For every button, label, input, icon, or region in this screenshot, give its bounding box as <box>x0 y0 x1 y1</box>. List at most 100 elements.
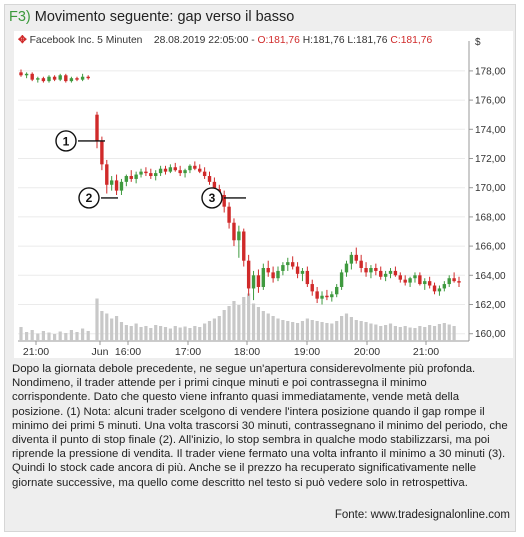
volume-bar <box>320 322 324 341</box>
volume-bar <box>251 303 256 341</box>
candle-body <box>320 295 324 299</box>
candle-body <box>154 173 158 177</box>
candle-body <box>129 176 133 179</box>
volume-bar <box>344 313 349 341</box>
candle-body <box>383 273 388 277</box>
volume-bar <box>168 328 172 341</box>
volume-bar <box>163 327 168 341</box>
source-credit: Fonte: www.tradesignalonline.com <box>334 509 510 521</box>
candle-body <box>359 260 363 268</box>
candle-body <box>408 278 412 283</box>
x-tick-label: 20:00 <box>354 346 380 358</box>
volume-bar <box>75 332 79 341</box>
crosshair-icon: ✥ <box>18 35 27 46</box>
candle-body <box>286 262 290 266</box>
candle-body <box>344 263 349 273</box>
candle-body <box>339 272 344 287</box>
volume-bar <box>364 322 368 341</box>
volume-bar <box>266 313 270 341</box>
volume-bar <box>227 306 231 341</box>
volume-bar <box>437 324 442 341</box>
candle-body <box>330 294 334 298</box>
y-tick-label: 178,00 <box>475 66 506 77</box>
volume-bar <box>447 324 451 341</box>
y-tick-label: 168,00 <box>475 212 506 223</box>
candle-body <box>335 286 339 295</box>
volume-bar <box>247 293 251 341</box>
low-value: L:181,76 <box>347 35 388 46</box>
candle-body <box>139 171 143 175</box>
candle-body <box>290 262 295 267</box>
volume-bar <box>349 317 353 341</box>
figure-title-text: Movimento seguente: gap verso il basso <box>34 9 295 25</box>
marker-circle <box>78 187 100 209</box>
candle-body <box>95 114 99 141</box>
candle-body <box>47 76 51 82</box>
volume-bar <box>114 316 119 341</box>
x-tick-label: 21:00 <box>23 346 49 358</box>
candle-body <box>325 295 329 298</box>
volume-bar <box>158 326 163 341</box>
candle-body <box>64 75 68 82</box>
volume-bar <box>271 316 275 341</box>
volume-bar <box>339 316 344 341</box>
volume-bar <box>398 327 402 341</box>
candle-body <box>242 231 246 261</box>
candle-body <box>188 165 192 171</box>
candle-body <box>457 281 461 283</box>
volume-bar <box>36 333 40 341</box>
candle-body <box>69 78 74 82</box>
candle-body <box>256 275 261 287</box>
candle-body <box>41 78 46 82</box>
candle-body <box>163 168 168 172</box>
volume-bar <box>19 327 23 341</box>
candle-body <box>418 275 422 285</box>
volume-bar <box>276 318 280 341</box>
candle-body <box>24 73 29 76</box>
candlestick-chart: $178,00 176,00 174,00 172,00 170,00 168,00 166… <box>18 37 506 358</box>
currency-label: $ <box>475 37 481 48</box>
candle-body <box>168 167 173 172</box>
candle-body <box>227 206 231 223</box>
candle-body <box>271 272 275 279</box>
candle-body <box>222 195 226 207</box>
figure-number: F3) <box>9 9 31 25</box>
y-tick-label: 166,00 <box>475 242 506 253</box>
candle-body <box>173 167 177 171</box>
volume-bar <box>369 323 373 341</box>
candle-body <box>349 254 354 264</box>
volume-bar <box>315 321 319 341</box>
volume-bar <box>110 318 114 341</box>
volume-bar <box>300 321 305 341</box>
volume-bar <box>423 327 427 341</box>
candle-body <box>266 268 270 273</box>
candle-body <box>251 275 256 289</box>
volume-bar <box>139 327 143 341</box>
volume-bar <box>330 323 334 341</box>
candle-body <box>149 173 153 177</box>
candle-body <box>423 281 427 285</box>
volume-bar <box>25 332 29 341</box>
volume-bar <box>183 326 187 341</box>
volume-bar <box>295 323 300 341</box>
volume-bar <box>105 313 109 341</box>
candle-body <box>207 176 212 182</box>
volume-bar <box>428 325 432 341</box>
marker-circle <box>55 130 77 152</box>
candle-body <box>144 171 148 174</box>
volume-bar <box>134 323 138 341</box>
candle-body <box>413 275 417 279</box>
candle-body <box>310 284 314 292</box>
candle-body <box>198 168 202 172</box>
x-tick-label: Jun <box>92 346 109 358</box>
x-tick-label: 17:00 <box>175 346 201 358</box>
candle-body <box>158 168 163 174</box>
volume-bar <box>129 326 133 341</box>
volume-bar <box>47 332 51 341</box>
candle-body <box>315 291 319 299</box>
candle-body <box>379 270 383 277</box>
candle-body <box>261 268 266 287</box>
candle-body <box>305 270 310 285</box>
volume-bar <box>86 331 90 341</box>
volume-bar <box>69 330 73 341</box>
